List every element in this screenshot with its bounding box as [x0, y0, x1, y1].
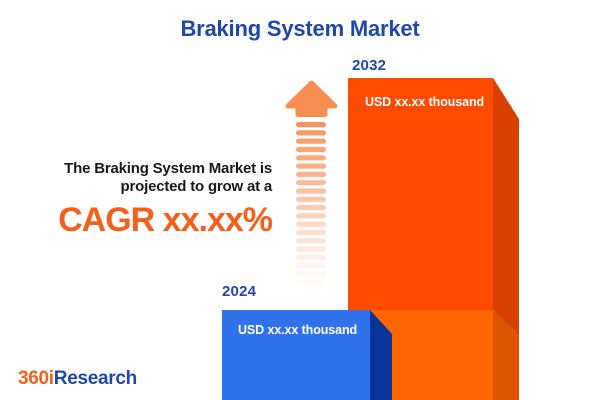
growth-arrow-stripe	[296, 254, 326, 260]
brand-logo-suffix: Research	[53, 368, 137, 389]
growth-arrow-svg	[285, 80, 338, 285]
bar-2024-side	[370, 310, 392, 400]
growth-arrow-stripe	[296, 238, 326, 244]
tagline-line-1: The Braking System Market is	[64, 160, 272, 177]
growth-arrow-stripe	[296, 271, 326, 277]
growth-arrow-stripe	[296, 263, 326, 269]
growth-arrow-stripe	[296, 130, 326, 136]
brand-logo: 360iResearch	[18, 368, 137, 390]
cagr-text: CAGR xx.xx%	[58, 201, 273, 239]
page-title: Braking System Market	[180, 16, 420, 41]
growth-arrow-stripe	[296, 213, 326, 219]
year-label-2032: 2032	[352, 57, 387, 74]
tagline-line-2: projected to grow at a	[120, 178, 273, 195]
growth-arrow-head	[285, 80, 338, 117]
bar-2032-front-upper	[348, 78, 493, 310]
growth-arrow-stripe	[296, 246, 326, 252]
growth-arrow-stripe	[296, 221, 326, 227]
growth-arrow-stripe	[296, 229, 326, 236]
growth-arrow-stripe	[296, 279, 326, 285]
growth-arrow-stripe	[296, 146, 326, 153]
bar-2024-front	[222, 310, 370, 400]
growth-arrow-stripe	[296, 196, 326, 202]
growth-arrow-stripe	[296, 155, 326, 161]
growth-arrow-stripe	[296, 171, 326, 177]
brand-logo-prefix: 360i	[18, 368, 54, 389]
year-label-2024: 2024	[222, 283, 257, 300]
growth-arrow-stripe	[296, 205, 326, 211]
value-label-2024: USD xx.xx thousand	[238, 323, 358, 337]
growth-arrow-stripe	[296, 180, 326, 186]
growth-arrow-stripe	[296, 163, 326, 169]
bar-2032-side-upper	[493, 78, 519, 336]
growth-arrow-stripe	[296, 122, 326, 128]
growth-arrow-stripe	[296, 188, 326, 194]
tagline-block: The Braking System Market is projected t…	[0, 160, 273, 240]
value-label-2032: USD xx.xx thousand	[365, 95, 485, 109]
growth-arrow-stripe	[296, 138, 326, 144]
